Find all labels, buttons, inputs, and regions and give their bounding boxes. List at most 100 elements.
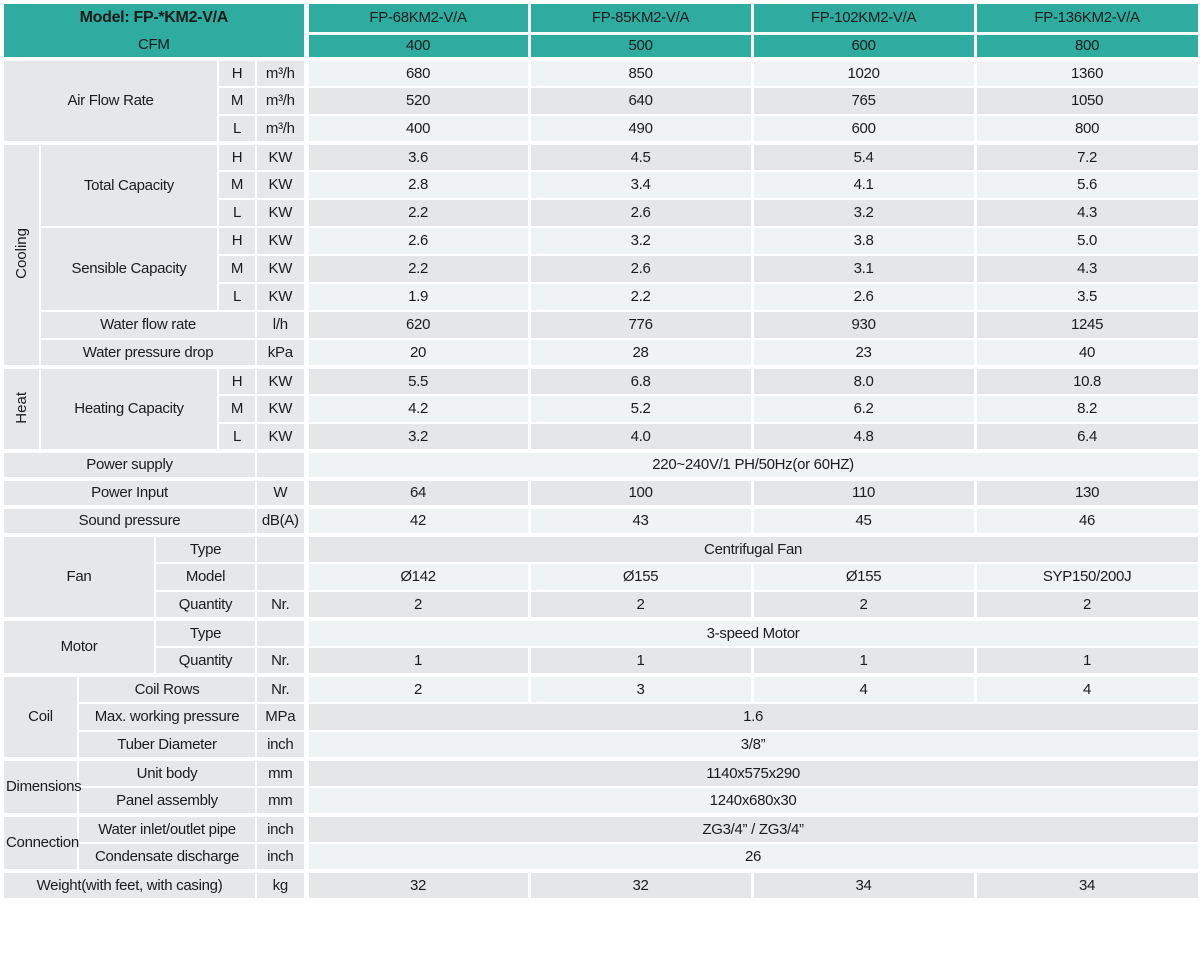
speed-label: M <box>217 394 257 424</box>
group-label-text: Heat <box>12 391 30 424</box>
value-cell: 2.6 <box>303 226 531 256</box>
value-cell: 6.8 <box>527 365 754 396</box>
table-row: Motor Type 3-speed Motor <box>2 617 1200 676</box>
row-label-sound-pressure: Sound pressure <box>2 505 257 536</box>
row-label-motor-quantity: Quantity <box>154 646 257 676</box>
value-cell: 4.1 <box>750 170 977 200</box>
value-cell: 3.1 <box>750 254 977 284</box>
row-label-water-pipe: Water inlet/outlet pipe <box>77 813 257 844</box>
speed-label: H <box>217 141 257 172</box>
table-row: Water pressure drop kPa 20 28 23 40 <box>3 338 1200 368</box>
unit-label: m³/h <box>254 57 308 88</box>
group-label-dimensions: Dimensions <box>2 757 82 816</box>
value-cell: 20 <box>303 338 531 368</box>
table-row: Power Input W 64 100 110 130 <box>2 477 1200 508</box>
table-row: Water flow rate l/h 620 776 930 1245 <box>3 310 1200 340</box>
value-cell: 2.6 <box>527 198 754 228</box>
value-cell: 1 <box>303 646 531 676</box>
row-label-condensate: Condensate discharge <box>77 842 257 872</box>
value-cell: 2 <box>750 590 977 620</box>
row-label-water-flow-rate: Water flow rate <box>39 310 257 340</box>
value-cell: 43 <box>527 505 754 536</box>
value-cell: 2.2 <box>527 282 754 312</box>
unit-label-empty <box>254 562 308 592</box>
table-row: Quantity Nr. 1 1 1 1 <box>3 646 1200 676</box>
value-cell: 4.3 <box>973 198 1200 228</box>
row-label-air-flow: Air Flow Rate <box>2 57 219 144</box>
speed-label: M <box>217 170 257 200</box>
table-row: Condensate discharge inch 26 <box>3 842 1200 872</box>
unit-label: W <box>254 477 308 508</box>
value-cell: 3.2 <box>527 226 754 256</box>
value-cell: 4.8 <box>750 422 977 452</box>
unit-label: inch <box>254 730 308 760</box>
speed-label: M <box>217 254 257 284</box>
value-cell: 3.2 <box>303 422 531 452</box>
value-cell: 2 <box>527 590 754 620</box>
unit-label: inch <box>254 842 308 872</box>
value-cell: 1360 <box>973 57 1200 88</box>
value-cell: 2.6 <box>527 254 754 284</box>
value-cell: 765 <box>750 86 977 116</box>
value-cell: 2 <box>303 590 531 620</box>
unit-label: inch <box>254 813 308 844</box>
value-cell: 2 <box>973 590 1200 620</box>
value-cell: 2.6 <box>750 282 977 312</box>
table-row: Connection Water inlet/outlet pipe inch … <box>2 813 1200 872</box>
table-row: Model Ø142 Ø155 Ø155 SYP150/200J <box>3 562 1200 592</box>
value-cell-span: 26 <box>303 842 1200 872</box>
value-cell: 600 <box>750 114 977 144</box>
unit-label: KW <box>254 282 308 312</box>
value-cell: 1 <box>973 646 1200 676</box>
value-cell-span: 1240x680x30 <box>303 786 1200 816</box>
value-cell-span: 1140x575x290 <box>303 757 1200 788</box>
value-cell: 1245 <box>973 310 1200 340</box>
value-cell-span: 220~240V/1 PH/50Hz(or 60HZ) <box>303 449 1200 480</box>
value-cell: 7.2 <box>973 141 1200 172</box>
row-label-fan-quantity: Quantity <box>154 590 257 620</box>
group-label-coil: Coil <box>2 673 79 760</box>
value-cell: 5.0 <box>973 226 1200 256</box>
table-row: Dimensions Unit body mm 1140x575x290 <box>2 757 1200 816</box>
unit-label: m³/h <box>254 86 308 116</box>
row-label-weight: Weight(with feet, with casing) <box>2 869 257 900</box>
value-cell: 34 <box>750 869 977 900</box>
value-cell: 3.4 <box>527 170 754 200</box>
table-row: M m³/h 520 640 765 1050 <box>3 86 1200 116</box>
value-cell: 100 <box>527 477 754 508</box>
unit-label: l/h <box>254 310 308 340</box>
table-row: Weight(with feet, with casing) kg 32 32 … <box>2 869 1200 900</box>
unit-label: KW <box>254 170 308 200</box>
value-cell: 5.6 <box>973 170 1200 200</box>
unit-label: dB(A) <box>254 505 308 536</box>
value-cell: 23 <box>750 338 977 368</box>
value-cell: 45 <box>750 505 977 536</box>
table-row: Panel assembly mm 1240x680x30 <box>3 786 1200 816</box>
table-row: Coil Coil Rows Nr. 2 3 4 4 <box>2 673 1200 760</box>
value-cell: 2.2 <box>303 198 531 228</box>
value-cell: 28 <box>527 338 754 368</box>
row-label-unit-body: Unit body <box>77 757 257 788</box>
unit-label: m³/h <box>254 114 308 144</box>
value-cell: 5.2 <box>527 394 754 424</box>
table-row: L KW 2.2 2.6 3.2 4.3 <box>3 198 1200 228</box>
value-cell: 1020 <box>750 57 977 88</box>
unit-label: Nr. <box>254 590 308 620</box>
value-cell: 110 <box>750 477 977 508</box>
unit-label: mm <box>254 757 308 788</box>
value-cell: 3.2 <box>750 198 977 228</box>
value-cell: 640 <box>527 86 754 116</box>
table-row: L m³/h 400 490 600 800 <box>3 114 1200 144</box>
speed-label: M <box>217 86 257 116</box>
group-label-fan: Fan <box>2 533 156 620</box>
value-cell: 46 <box>973 505 1200 536</box>
table-row: M KW 4.2 5.2 6.2 8.2 <box>3 394 1200 424</box>
value-cell: 5.5 <box>303 365 531 396</box>
table-row: Cooling Total Capacity H KW 3.6 4.5 5.4 … <box>2 141 1200 368</box>
value-cell-span: 3/8” <box>303 730 1200 760</box>
table-row: L KW 3.2 4.0 4.8 6.4 <box>3 422 1200 452</box>
model-header: FP-68KM2-V/A <box>303 1 531 35</box>
value-cell: 1 <box>527 646 754 676</box>
speed-label: L <box>217 282 257 312</box>
